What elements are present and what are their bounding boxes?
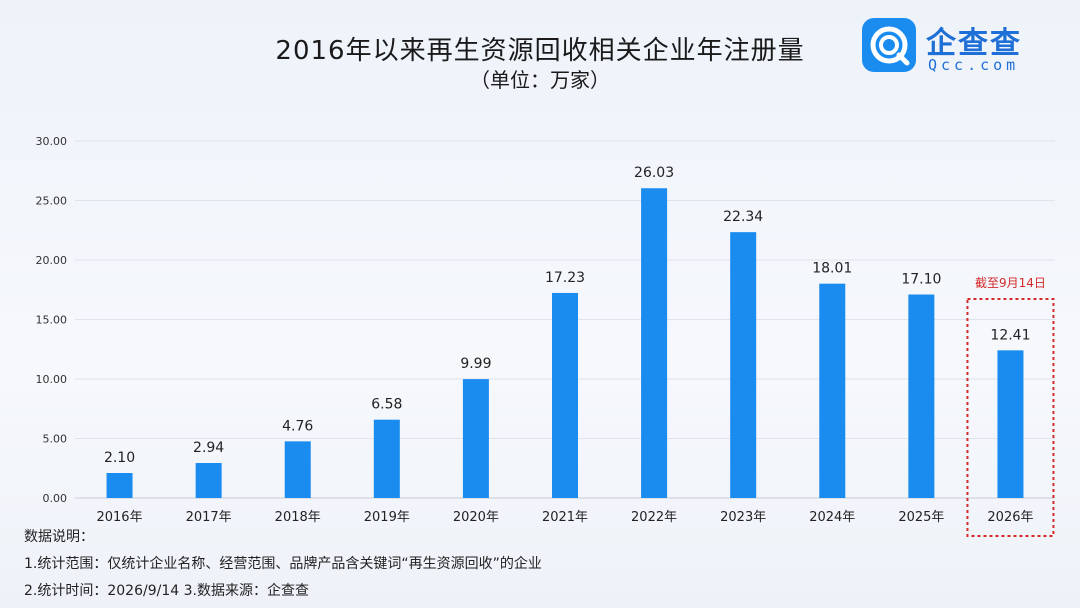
bar bbox=[462, 379, 489, 498]
x-tick-label: 2026年 bbox=[987, 510, 1033, 525]
notes-scope: 1.统计范围：仅统计企业名称、经营范围、品牌产品含关键词“再生资源回收”的企业 bbox=[24, 556, 542, 572]
x-tick-label: 2025年 bbox=[898, 510, 944, 525]
notes-time-source: 2.统计时间：2026/9/14 3.数据来源：企查查 bbox=[24, 583, 309, 599]
y-tick-label: 10.00 bbox=[36, 373, 68, 386]
x-tick-label: 2016年 bbox=[96, 510, 142, 525]
annotation-label: 截至9月14日 bbox=[975, 276, 1046, 290]
data-label: 4.76 bbox=[282, 418, 313, 434]
data-label: 2.10 bbox=[104, 450, 135, 466]
bar bbox=[641, 188, 668, 499]
y-tick-label: 30.00 bbox=[36, 135, 68, 148]
x-tick-label: 2023年 bbox=[720, 510, 766, 525]
bar bbox=[106, 473, 133, 498]
data-label: 17.23 bbox=[545, 270, 585, 286]
page-subtitle: （单位：万家） bbox=[470, 68, 610, 92]
bar bbox=[997, 350, 1024, 498]
data-label: 18.01 bbox=[812, 261, 852, 277]
data-label: 2.94 bbox=[193, 440, 224, 456]
y-tick-label: 15.00 bbox=[36, 314, 68, 327]
data-label: 26.03 bbox=[634, 165, 674, 181]
data-label: 6.58 bbox=[371, 397, 402, 413]
data-label: 12.41 bbox=[990, 327, 1030, 343]
notes-heading: 数据说明： bbox=[24, 529, 94, 545]
x-tick-label: 2020年 bbox=[453, 510, 499, 525]
x-tick-label: 2019年 bbox=[364, 510, 410, 525]
x-tick-label: 2022年 bbox=[631, 510, 677, 525]
bar bbox=[552, 292, 578, 498]
data-label: 22.34 bbox=[723, 209, 763, 225]
data-notes: 数据说明： 1.统计范围：仅统计企业名称、经营范围、品牌产品含关键词“再生资源回… bbox=[24, 524, 542, 605]
bar bbox=[730, 232, 757, 499]
bar bbox=[373, 419, 400, 498]
x-tick-label: 2018年 bbox=[275, 510, 321, 525]
data-label: 9.99 bbox=[460, 356, 491, 372]
x-tick-label: 2021年 bbox=[542, 510, 588, 525]
x-tick-label: 2024年 bbox=[809, 510, 855, 525]
page-title: 2016年以来再生资源回收相关企业年注册量 bbox=[275, 36, 805, 66]
bar bbox=[819, 283, 846, 498]
qcc-logo-icon bbox=[862, 18, 916, 72]
y-tick-label: 0.00 bbox=[43, 492, 68, 505]
bar bbox=[284, 441, 311, 498]
bar bbox=[195, 463, 222, 498]
y-tick-label: 25.00 bbox=[36, 195, 68, 208]
x-tick-label: 2017年 bbox=[186, 510, 232, 525]
bar bbox=[908, 294, 935, 498]
annotation-box bbox=[966, 298, 1055, 537]
logo-domain: Qcc.com bbox=[928, 56, 1020, 74]
y-tick-label: 20.00 bbox=[36, 254, 68, 267]
brand-logo: 企查查 Qcc.com bbox=[862, 18, 1062, 74]
logo-name: 企查查 bbox=[926, 26, 1022, 61]
y-tick-label: 5.00 bbox=[43, 433, 68, 446]
data-label: 17.10 bbox=[901, 272, 941, 288]
